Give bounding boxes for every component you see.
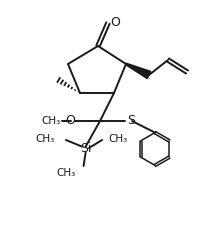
- Text: Si: Si: [80, 142, 91, 156]
- Text: CH₃: CH₃: [36, 134, 55, 144]
- Text: CH₃: CH₃: [57, 168, 76, 178]
- Text: CH₃: CH₃: [42, 116, 61, 126]
- Text: CH₃: CH₃: [108, 134, 127, 144]
- Text: O: O: [65, 114, 75, 128]
- Text: S: S: [127, 114, 135, 128]
- Text: O: O: [110, 16, 120, 28]
- Polygon shape: [126, 63, 151, 78]
